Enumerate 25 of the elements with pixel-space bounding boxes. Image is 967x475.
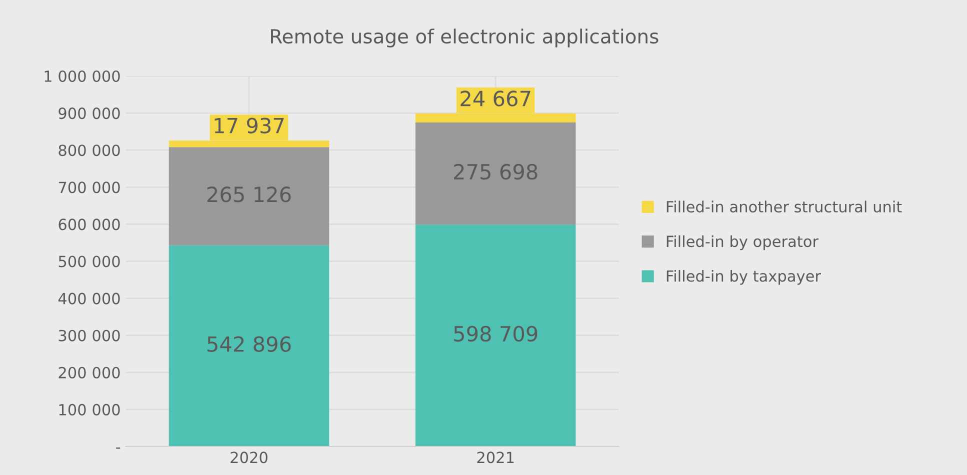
- legend-label: Filled-in another structural unit: [666, 200, 902, 213]
- y-tick-label: 600 000: [58, 218, 120, 230]
- legend-label: Filled-in by taxpayer: [666, 270, 821, 285]
- y-tick-label: 1 000 000: [44, 70, 120, 82]
- y-tick-label: 400 000: [58, 292, 120, 304]
- data-label: 265 126: [207, 186, 291, 202]
- bar: [168, 245, 330, 446]
- data-label: 598 709: [454, 326, 538, 342]
- legend-label: Filled-in by operator: [666, 235, 819, 250]
- y-tick-label: 500 000: [58, 256, 120, 268]
- x-tick-label: 2020: [230, 452, 268, 464]
- y-tick-label: 100 000: [59, 404, 120, 416]
- y-tick-label: 700 000: [58, 182, 120, 194]
- chart-title: Remote usage of electronic applications: [271, 28, 658, 48]
- y-tick-label: 800 000: [58, 144, 120, 156]
- y-tick-label: 300 000: [58, 330, 120, 342]
- data-label: 275 698: [454, 164, 538, 180]
- x-tick-label: 2021: [477, 452, 514, 464]
- bar: [415, 224, 576, 446]
- data-label: 17 937: [214, 118, 284, 134]
- y-tick-label: -: [116, 448, 120, 449]
- data-label: 24 667: [460, 90, 530, 106]
- y-tick-label: 900 000: [58, 108, 120, 120]
- y-tick-label: 200 000: [58, 366, 120, 378]
- data-label: 542 896: [208, 336, 291, 352]
